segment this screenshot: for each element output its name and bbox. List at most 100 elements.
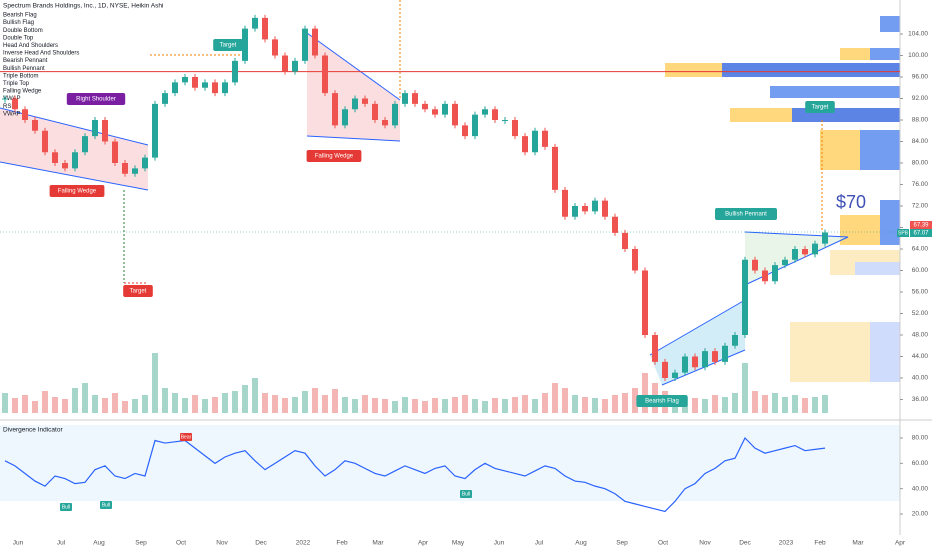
signal-label: Bull [102, 502, 110, 508]
candle [482, 109, 488, 115]
volume-bar [122, 401, 128, 413]
volume-bar [192, 395, 198, 413]
x-tick-label: Mar [372, 540, 384, 547]
candle [362, 98, 368, 104]
y-tick-label: 20.00 [912, 511, 929, 518]
candle [322, 55, 328, 94]
volume-bar [292, 397, 298, 413]
volume-bar [12, 398, 18, 413]
price-tag: 67.39 [913, 223, 929, 229]
candle [822, 232, 828, 244]
signal-label: Bear [181, 434, 192, 440]
y-tick-label: 88.00 [912, 117, 929, 124]
volume-bar [92, 395, 98, 413]
candle [752, 259, 758, 271]
candle [62, 163, 68, 169]
y-tick-label: 40.00 [912, 485, 929, 492]
candle [282, 55, 288, 72]
signal-box [100, 501, 112, 509]
candle [632, 249, 638, 271]
volume-bar [532, 399, 538, 413]
volume-bar [722, 397, 728, 413]
candle [642, 270, 648, 335]
x-tick-label: Dec [739, 540, 751, 547]
volume-bar [512, 397, 518, 413]
legend-item: Inverse Head And Shoulders [3, 51, 79, 57]
annotation: Bullish Pennant [725, 212, 767, 218]
x-tick-label: Sep [616, 540, 628, 547]
y-tick-label: 100.00 [908, 52, 928, 59]
volume-bar [522, 395, 528, 413]
annotation-box [306, 150, 362, 162]
candle [342, 109, 348, 126]
legend-item: Triple Top [3, 81, 30, 87]
chart-title: Spectrum Brands Holdings, Inc., 1D, NYSE… [3, 3, 163, 10]
candle [572, 206, 578, 217]
candle [562, 189, 568, 217]
volume-bar [642, 373, 648, 413]
y-tick-label: 40.00 [912, 375, 929, 382]
annotation: Falling Wedge [315, 154, 354, 160]
candle [662, 361, 668, 378]
x-tick-label: Aug [93, 540, 105, 547]
x-tick-label: 2023 [779, 540, 794, 547]
volume-bar [482, 401, 488, 413]
candle [352, 98, 358, 110]
candle [52, 152, 58, 163]
y-tick-label: 60.00 [912, 267, 929, 274]
symbol-tag: SPB [898, 230, 909, 236]
candle [772, 265, 778, 282]
candle [32, 120, 38, 131]
x-tick-label: Oct [176, 540, 186, 547]
volume-bar [112, 393, 118, 413]
y-tick-label: 36.00 [912, 396, 929, 403]
legend-item: RSI [3, 104, 13, 110]
candle [12, 98, 18, 110]
y-tick-label: 92.00 [912, 95, 929, 102]
candle [72, 152, 78, 169]
candle [462, 125, 468, 137]
legend-item: Double Top [3, 35, 34, 41]
indicator-line [4, 436, 826, 513]
x-tick-label: Nov [699, 540, 711, 547]
price-tag-box [910, 229, 932, 237]
candle [552, 146, 558, 190]
y-tick-label: 84.00 [912, 138, 929, 145]
volume-bar [462, 395, 468, 413]
volume-bar [712, 395, 718, 413]
x-tick-label: Nov [216, 540, 228, 547]
annotation: Right Shoulder [76, 97, 116, 103]
volume-bar [72, 388, 78, 413]
volume-bar [352, 399, 358, 413]
candle [232, 60, 238, 83]
legend-item: Falling Wedge [3, 89, 42, 95]
volume-bar [582, 397, 588, 413]
candle [582, 206, 588, 212]
volume-bar [32, 401, 38, 413]
annotation: Falling Wedge [58, 189, 97, 195]
volume-bar [322, 395, 328, 413]
signal-label: Bull [462, 491, 470, 497]
candle [492, 109, 498, 120]
candle [132, 168, 138, 174]
candle [152, 103, 158, 158]
candle [672, 372, 678, 378]
volume-bar [182, 398, 188, 413]
candle [2, 98, 8, 100]
x-tick-label: Jul [57, 540, 66, 547]
x-tick-label: Apr [895, 540, 906, 547]
volume-bar [552, 383, 558, 413]
candle [402, 93, 408, 104]
x-tick-label: Jun [13, 540, 24, 547]
candle [602, 200, 608, 217]
candle [812, 243, 818, 255]
volume-bar [732, 393, 738, 413]
legend-item: VWAP [3, 96, 20, 102]
volume-bar [822, 395, 828, 413]
y-tick-label: 48.00 [912, 332, 929, 339]
volume-bar [212, 397, 218, 413]
candle [742, 259, 748, 335]
annotation: Bearish Flag [645, 399, 679, 405]
y-tick-label: 80.00 [912, 435, 929, 442]
symbol-tag-box [897, 229, 909, 237]
